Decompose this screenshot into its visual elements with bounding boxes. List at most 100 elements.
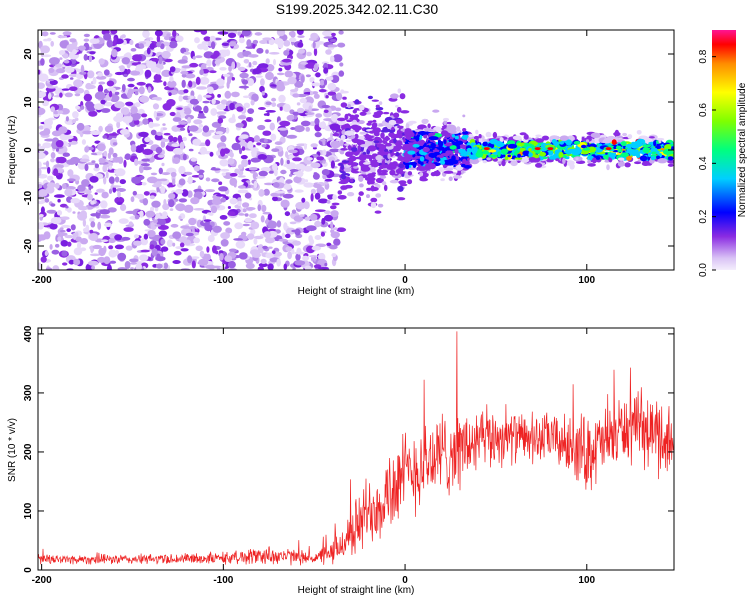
heatmap-cell xyxy=(207,86,214,94)
heatmap-cell xyxy=(74,93,81,97)
heatmap-cell xyxy=(97,143,106,152)
heatmap-cell xyxy=(430,142,436,149)
heatmap-cell xyxy=(313,93,320,99)
heatmap-cell xyxy=(265,101,272,106)
heatmap-cell xyxy=(89,51,96,55)
heatmap-cell xyxy=(285,233,291,239)
heatmap-cell xyxy=(75,232,79,237)
heatmap-cell xyxy=(321,169,330,176)
heatmap-cell xyxy=(89,253,101,257)
heatmap-cell xyxy=(412,144,420,148)
heatmap-cell xyxy=(345,124,351,127)
heatmap-cell xyxy=(324,214,333,222)
heatmap-cell xyxy=(268,170,274,174)
heatmap-cell xyxy=(109,260,117,264)
heatmap-cell xyxy=(55,68,66,74)
heatmap-cell xyxy=(51,249,60,255)
heatmap-cell xyxy=(163,132,171,136)
heatmap-cell xyxy=(38,222,44,230)
colorbar-tick-label: 0.8 xyxy=(698,49,709,63)
heatmap-cell xyxy=(103,33,112,41)
y-tick-label: 300 xyxy=(23,384,34,401)
heatmap-cell xyxy=(108,188,113,194)
heatmap-cell xyxy=(48,67,55,73)
heatmap-cell xyxy=(134,145,144,153)
heatmap-cell xyxy=(548,155,554,160)
heatmap-cell xyxy=(267,220,278,229)
heatmap-cell xyxy=(371,123,377,128)
y-tick-label: -10 xyxy=(23,190,34,205)
heatmap-cell xyxy=(80,238,88,245)
heatmap-cell xyxy=(262,37,272,41)
heatmap-cell xyxy=(303,143,307,150)
heatmap-cell xyxy=(292,111,300,116)
heatmap-cell xyxy=(420,161,424,166)
heatmap-cell xyxy=(137,61,141,65)
heatmap-cell xyxy=(61,250,68,257)
heatmap-cell xyxy=(250,157,261,163)
heatmap-cell xyxy=(367,179,375,185)
heatmap-cell xyxy=(104,101,113,107)
heatmap-cell xyxy=(334,107,342,112)
heatmap-cell xyxy=(279,120,291,127)
heatmap-cell xyxy=(252,43,256,49)
heatmap-cell xyxy=(340,163,344,171)
heatmap-cell xyxy=(346,159,354,166)
heatmap-cell xyxy=(291,248,295,255)
heatmap-cell xyxy=(470,142,477,146)
heatmap-cell xyxy=(462,158,467,164)
heatmap-cell xyxy=(184,239,191,246)
heatmap-cell xyxy=(246,39,252,47)
heatmap-cell xyxy=(80,210,87,218)
heatmap-cell xyxy=(408,120,417,124)
heatmap-cell xyxy=(385,142,392,147)
heatmap-cell xyxy=(383,136,391,141)
heatmap-cell xyxy=(274,190,286,194)
heatmap-cell xyxy=(415,135,420,142)
heatmap-cell xyxy=(211,98,216,105)
heatmap-cell xyxy=(59,227,64,231)
heatmap-cell xyxy=(288,31,296,37)
heatmap-cell xyxy=(507,140,516,145)
heatmap-cell xyxy=(495,141,505,148)
heatmap-cell xyxy=(312,41,316,49)
heatmap-cell xyxy=(324,262,328,267)
heatmap-cell xyxy=(630,142,640,149)
heatmap-cell xyxy=(48,117,57,121)
heatmap-cell xyxy=(208,129,215,133)
heatmap-cell xyxy=(573,147,582,154)
heatmap-cell xyxy=(443,167,454,171)
heatmap-cell xyxy=(340,134,346,141)
heatmap-cell xyxy=(178,121,188,125)
heatmap-cell xyxy=(193,119,203,125)
heatmap-cell xyxy=(172,117,182,122)
heatmap-cell xyxy=(295,201,306,210)
heatmap-cell xyxy=(252,60,258,66)
heatmap-cell xyxy=(319,79,325,86)
heatmap-cell xyxy=(400,110,410,114)
heatmap-cell xyxy=(172,231,182,239)
heatmap-cell xyxy=(310,143,318,148)
heatmap-cell xyxy=(228,248,237,253)
heatmap-cell xyxy=(358,175,364,182)
heatmap-cell xyxy=(79,158,90,163)
heatmap-cell xyxy=(305,74,311,78)
heatmap-cell xyxy=(318,198,329,204)
heatmap-cell xyxy=(49,244,53,250)
heatmap-cell xyxy=(242,223,250,227)
heatmap-cell xyxy=(359,183,364,188)
heatmap-cell xyxy=(68,259,75,265)
heatmap-cell xyxy=(166,33,171,38)
heatmap-cell xyxy=(407,150,416,155)
heatmap-cell xyxy=(175,35,184,43)
heatmap-cell xyxy=(138,86,145,95)
heatmap-cell xyxy=(293,176,302,184)
heatmap-cell xyxy=(398,163,405,169)
heatmap-cell xyxy=(617,161,626,167)
heatmap-cell xyxy=(562,157,566,164)
heatmap-cell xyxy=(358,160,367,167)
heatmap-cell xyxy=(216,194,227,197)
heatmap-cell xyxy=(118,218,129,224)
heatmap-cell xyxy=(449,145,457,150)
heatmap-cell xyxy=(85,82,93,90)
